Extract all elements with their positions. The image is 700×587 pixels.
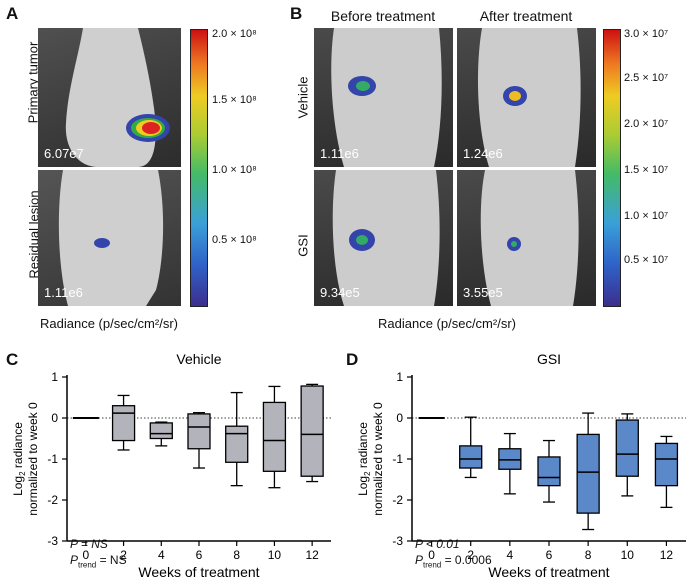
y-tick-label: -1 [47,452,58,466]
chart-title: GSI [537,351,561,367]
primary-tumor-value: 6.07e7 [44,146,84,161]
col-header-before: Before treatment [330,8,436,24]
y-tick-label: 0 [396,411,403,425]
x-tick-label: 2 [120,548,127,562]
box [111,405,136,442]
y-tick-label: -2 [47,493,58,507]
panel-b-cbar-tick: 1.5 × 10⁷ [624,164,669,176]
mouse-silhouette [331,28,442,167]
residual-lesion-value: 1.11e6 [44,285,83,300]
x-tick-label: 12 [660,548,674,562]
box [149,422,173,440]
panel-b-letter: B [290,4,303,23]
mouse-silhouette [477,28,581,167]
box [498,448,522,470]
panel-d-stats-trend: Ptrend = 0.0006 [415,553,492,570]
gsi-before-image: 9.34e5 [314,170,453,306]
col-header-after: After treatment [479,8,573,24]
vehicle-before-value: 1.11e6 [320,146,359,161]
y-axis-label: Log2 radiancenormalized to week 0 [356,402,385,516]
panel-d-letter: D [346,350,359,369]
panel-a-letter: A [6,4,19,23]
panel-a-cbar-tick: 2.0 × 10⁸ [212,28,257,40]
residual-lesion-image: 1.11e6 [38,170,181,306]
x-tick-label: 6 [196,548,203,562]
panel-b-cbar-tick: 1.0 × 10⁷ [624,210,669,222]
panel-c-stats-trend: Ptrend = NS [70,553,127,570]
y-tick-label: 0 [51,411,58,425]
box [459,445,483,469]
box [187,413,211,450]
y-tick-label: -3 [392,534,403,548]
x-axis-label: Weeks of treatment [488,564,609,580]
x-tick-label: 0 [83,548,90,562]
mouse-silhouette [58,170,164,306]
y-tick-label: -3 [47,534,58,548]
box [225,425,249,463]
y-tick-label: -1 [392,452,403,466]
x-tick-label: 0 [428,548,435,562]
vehicle-after-value: 1.24e6 [463,146,503,161]
panel-b-cbar-tick: 3.0 × 10⁷ [624,28,669,40]
panel-a-colorbar [190,29,208,307]
x-tick-label: 8 [585,548,592,562]
x-tick-label: 10 [268,548,282,562]
x-tick-label: 2 [467,548,474,562]
y-tick-label: -2 [392,493,403,507]
x-tick-label: 10 [621,548,635,562]
mouse-silhouette [65,28,170,167]
panel-b-colorbar [603,29,621,307]
panel-c-letter: C [6,350,19,369]
mouse-silhouette [480,170,579,306]
panel-b-cbar-tick: 2.5 × 10⁷ [624,72,669,84]
y-tick-label: 1 [396,370,403,384]
box [615,419,639,477]
panel-b-cbar-tick: 2.0 × 10⁷ [624,118,669,130]
box [537,456,561,487]
panel-a-radiance-label: Radiance (p/sec/cm²/sr) [40,316,178,331]
panel-b-radiance-label: Radiance (p/sec/cm²/sr) [378,316,516,331]
y-tick-label: 1 [51,370,58,384]
x-tick-label: 4 [158,548,165,562]
panel-b-cbar-tick: 0.5 × 10⁷ [624,254,669,266]
panel-a-cbar-tick: 1.0 × 10⁸ [212,164,257,176]
gsi-after-image: 3.55e5 [457,170,596,306]
x-tick-label: 4 [507,548,514,562]
panel-c-stats-p: P = NS [70,537,108,551]
vehicle-after-image: 1.24e6 [457,28,596,167]
chart-title: Vehicle [176,351,221,367]
row-label-vehicle: Vehicle [295,76,311,119]
panel-a-cbar-tick: 0.5 × 10⁸ [212,234,257,246]
gsi-after-value: 3.55e5 [463,285,503,300]
x-axis-label: Weeks of treatment [138,564,259,580]
panel-d-stats-p: P < 0.01 [415,537,460,551]
box [300,385,324,477]
x-tick-label: 8 [233,548,240,562]
box [262,401,287,472]
x-tick-label: 6 [546,548,553,562]
y-axis-label: Log2 radiancenormalized to week 0 [11,402,40,516]
x-tick-label: 12 [305,548,319,562]
vehicle-before-image: 1.11e6 [314,28,453,167]
panel-a-cbar-tick: 1.5 × 10⁸ [212,94,257,106]
box [654,442,679,487]
box [576,433,600,514]
primary-tumor-image: 6.07e7 [38,28,181,167]
row-label-gsi: GSI [295,234,311,257]
mouse-silhouette [332,170,440,306]
gsi-before-value: 9.34e5 [320,285,360,300]
